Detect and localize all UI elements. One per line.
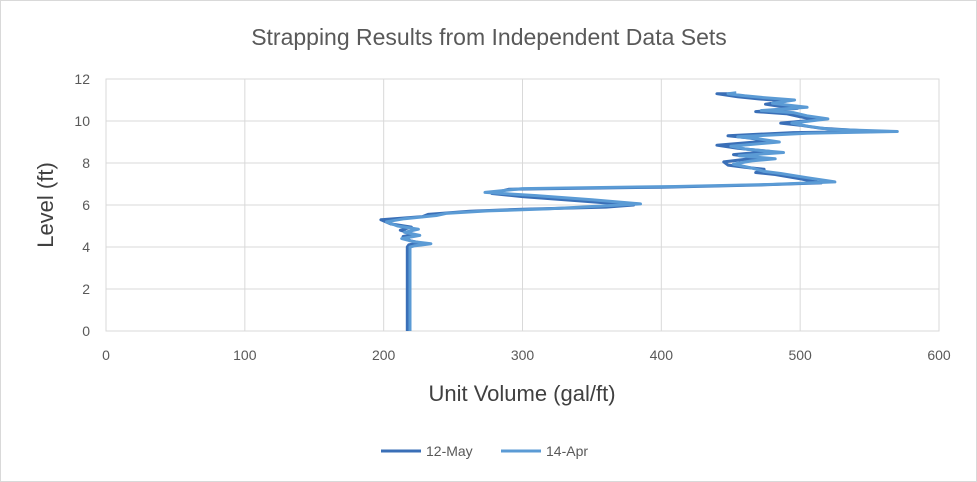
legend-label: 14-Apr bbox=[546, 443, 588, 459]
x-tick-label: 400 bbox=[650, 347, 674, 363]
x-tick-label: 500 bbox=[788, 347, 812, 363]
x-tick-label: 300 bbox=[511, 347, 535, 363]
y-tick-label: 10 bbox=[74, 113, 90, 129]
y-tick-label: 4 bbox=[82, 239, 90, 255]
y-tick-label: 2 bbox=[82, 281, 90, 297]
x-tick-label: 600 bbox=[927, 347, 951, 363]
y-tick-label: 0 bbox=[82, 323, 90, 339]
legend: 12-May 14-Apr bbox=[381, 443, 588, 459]
x-tick-label: 100 bbox=[233, 347, 257, 363]
x-tick-labels: 0 100 200 300 400 500 600 bbox=[102, 347, 951, 363]
y-axis-title: Level (ft) bbox=[33, 162, 58, 248]
y-tick-label: 12 bbox=[74, 71, 90, 87]
legend-label: 12-May bbox=[426, 443, 473, 459]
x-tick-label: 200 bbox=[372, 347, 396, 363]
chart-title: Strapping Results from Independent Data … bbox=[251, 24, 727, 50]
x-tick-label: 0 bbox=[102, 347, 110, 363]
plot-area-border bbox=[105, 78, 940, 332]
series-layer bbox=[379, 91, 899, 331]
y-tick-labels: 0 2 4 6 8 10 12 bbox=[74, 71, 90, 339]
series-line-14-apr bbox=[384, 91, 899, 331]
x-axis-title: Unit Volume (gal/ft) bbox=[428, 381, 615, 406]
y-tick-label: 8 bbox=[82, 155, 90, 171]
y-tick-label: 6 bbox=[82, 197, 90, 213]
